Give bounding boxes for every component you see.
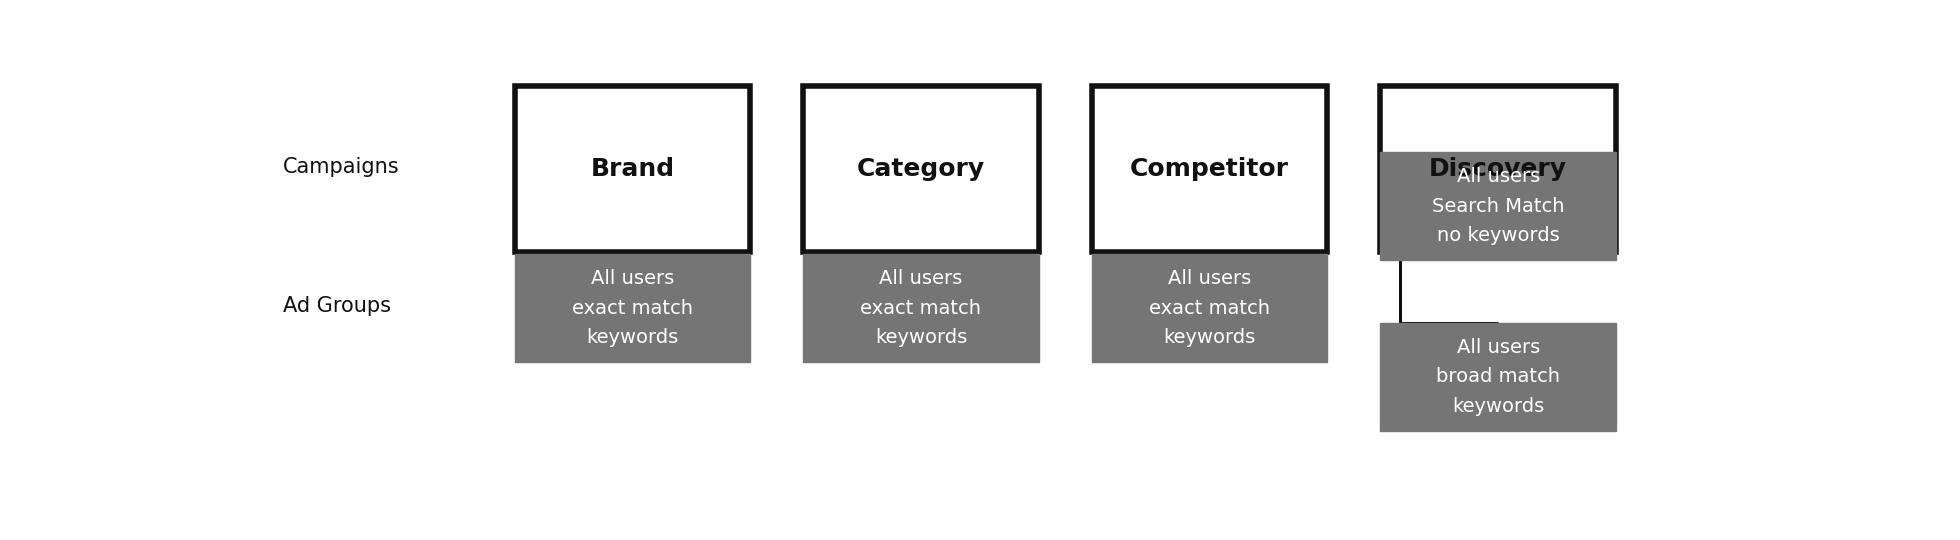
FancyBboxPatch shape [515,254,751,362]
Text: All users
exact match
keywords: All users exact match keywords [572,269,692,347]
Text: All users
exact match
keywords: All users exact match keywords [1149,269,1270,347]
FancyBboxPatch shape [804,85,1039,252]
FancyBboxPatch shape [1380,152,1615,260]
Text: All users
exact match
keywords: All users exact match keywords [860,269,982,347]
Text: Competitor: Competitor [1131,157,1290,181]
Text: Discovery: Discovery [1429,157,1568,181]
FancyBboxPatch shape [804,254,1039,362]
FancyBboxPatch shape [1092,85,1327,252]
FancyBboxPatch shape [515,85,751,252]
Text: Category: Category [857,157,986,181]
FancyBboxPatch shape [1380,322,1615,431]
Text: All users
broad match
keywords: All users broad match keywords [1437,338,1560,416]
Text: Ad Groups: Ad Groups [282,296,390,316]
Text: Brand: Brand [590,157,674,181]
FancyBboxPatch shape [1092,254,1327,362]
FancyBboxPatch shape [1380,85,1615,252]
Text: All users
Search Match
no keywords: All users Search Match no keywords [1433,167,1564,245]
Text: Campaigns: Campaigns [282,157,400,177]
